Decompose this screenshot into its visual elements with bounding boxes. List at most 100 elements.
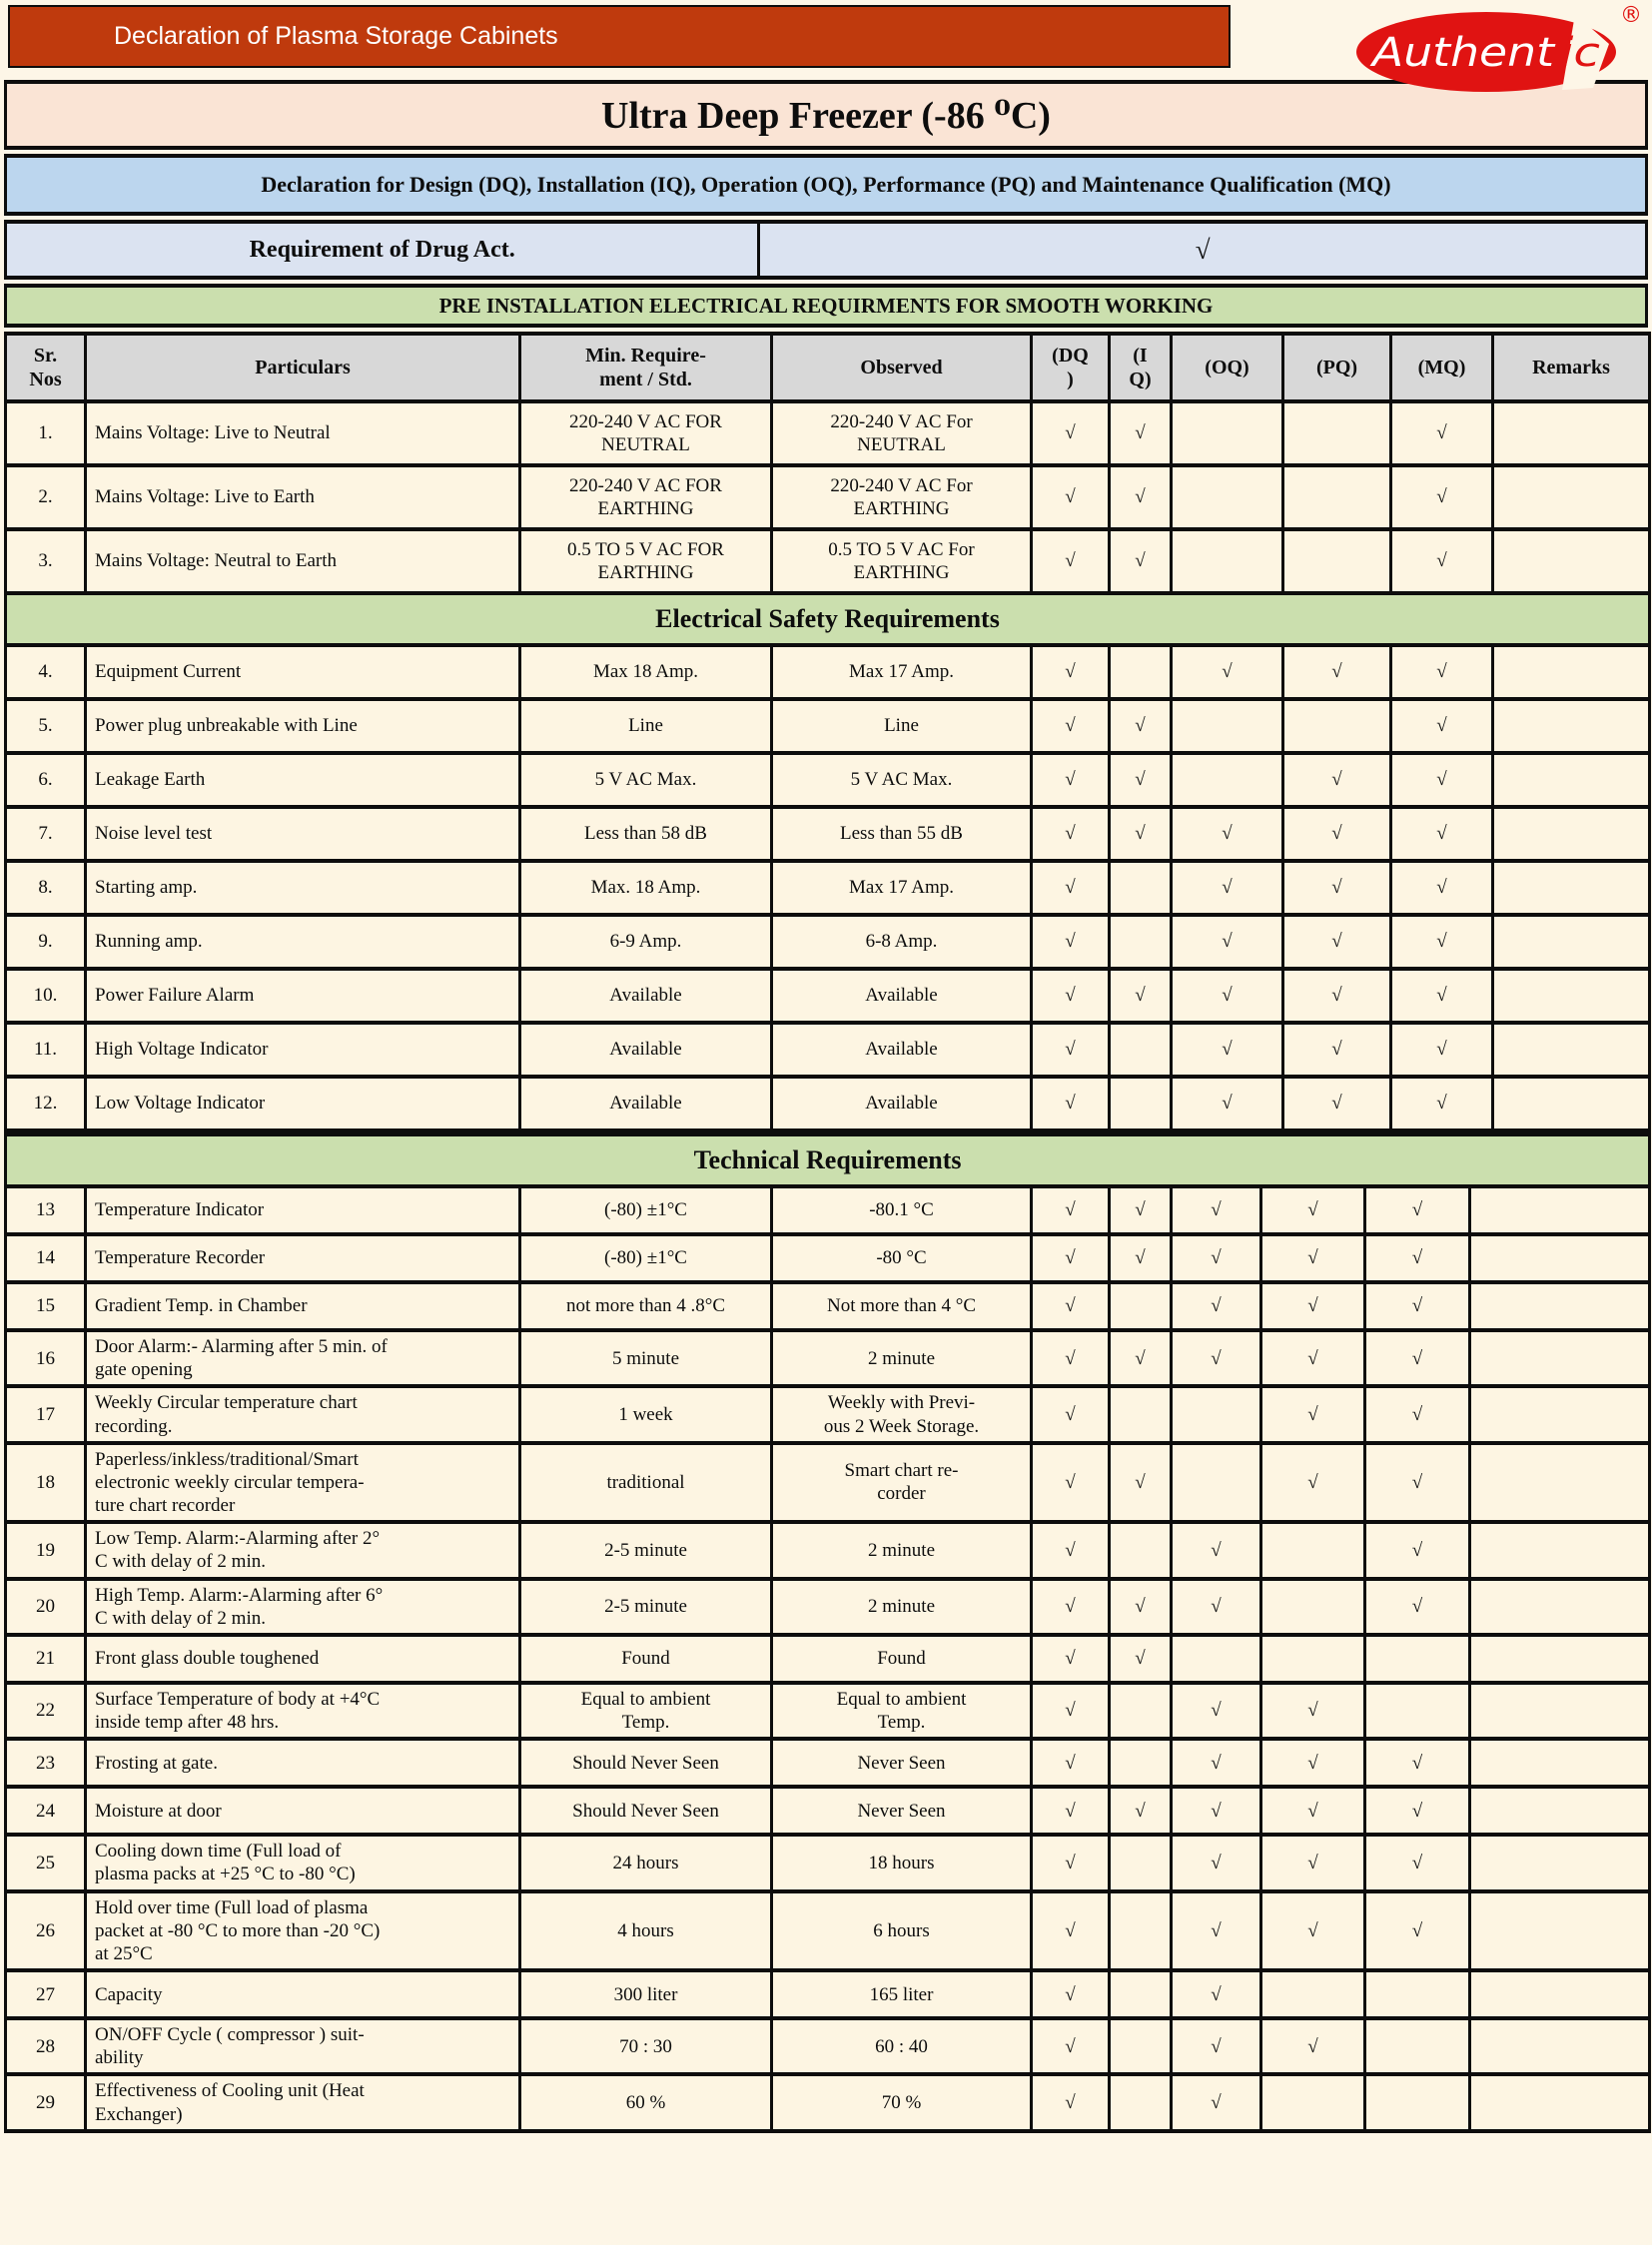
- cell-pq: √: [1259, 1384, 1366, 1445]
- cell-pq: √: [1281, 967, 1392, 1025]
- table-header-row: Sr. Nos Particulars Min. Require- ment /…: [4, 332, 1651, 403]
- cell-dq: √: [1030, 399, 1111, 467]
- cell-obs: 220-240 V AC For NEUTRAL: [770, 399, 1033, 467]
- cell-oq: √: [1170, 1021, 1284, 1079]
- cell-pq: √: [1259, 1833, 1366, 1893]
- drug-act-row: Requirement of Drug Act. √: [4, 220, 1648, 280]
- table-row: 13 Temperature Indicator (-80) ±1°C -80.1 °…: [4, 1184, 1652, 1236]
- cell-min: 5 V AC Max.: [518, 751, 773, 809]
- cell-mq: √: [1363, 1737, 1471, 1790]
- cell-mq: √: [1363, 1327, 1471, 1389]
- cell-pq: √: [1259, 1785, 1366, 1838]
- cell-particulars: Temperature Recorder: [84, 1232, 521, 1284]
- cell-mq: √: [1389, 697, 1494, 755]
- table-row: 2. Mains Voltage: Live to Earth 220-240 V …: [4, 463, 1651, 531]
- banner-title: Declaration of Plasma Storage Cabinets: [114, 22, 558, 50]
- cell-particulars: Capacity: [84, 1968, 521, 2021]
- cell-min: 4 hours: [518, 1888, 773, 1973]
- cell-iq: [1108, 859, 1173, 917]
- cell-oq: √: [1170, 1737, 1262, 1790]
- cell-remarks: [1467, 2072, 1652, 2133]
- cell-dq: √: [1030, 2016, 1111, 2077]
- cell-min: 1 week: [518, 1384, 773, 1445]
- cell-sr: 28: [4, 2016, 87, 2077]
- cell-pq: √: [1281, 805, 1392, 863]
- cell-obs: -80 °C: [770, 1232, 1033, 1284]
- cell-pq: √: [1259, 1888, 1366, 1973]
- cell-min: Should Never Seen: [518, 1737, 773, 1790]
- cell-obs: 70 %: [770, 2072, 1033, 2133]
- cell-particulars: ON/OFF Cycle ( compressor ) suit- abilit…: [84, 2016, 521, 2077]
- cell-obs: 6 hours: [770, 1888, 1033, 1973]
- table-row: 19 Low Temp. Alarm:-Alarming after 2° C w…: [4, 1520, 1652, 1581]
- cell-pq: √: [1281, 643, 1392, 701]
- cell-sr: 4.: [4, 643, 87, 701]
- cell-mq: √: [1363, 1888, 1471, 1973]
- cell-iq: [1108, 2072, 1173, 2133]
- cell-obs: 2 minute: [770, 1520, 1033, 1581]
- cell-dq: √: [1030, 1785, 1111, 1838]
- cell-iq: [1108, 1888, 1173, 1973]
- cell-min: (-80) ±1°C: [518, 1232, 773, 1284]
- section-electrical-safety: Electrical Safety Requirements: [4, 591, 1651, 647]
- cell-oq: [1170, 697, 1284, 755]
- cell-iq: √: [1108, 463, 1173, 531]
- cell-sr: 2.: [4, 463, 87, 531]
- table-row: 9. Running amp. 6-9 Amp. 6-8 Amp. √ √ √ √: [4, 913, 1651, 971]
- product-title-band: Ultra Deep Freezer (-86 ⁰C): [4, 80, 1648, 150]
- table-row: 5. Power plug unbreakable with Line Line Li…: [4, 697, 1651, 755]
- cell-remarks: [1491, 805, 1651, 863]
- cell-mq: [1363, 2072, 1471, 2133]
- cell-min: Available: [518, 967, 773, 1025]
- cell-mq: √: [1389, 805, 1494, 863]
- cell-oq: √: [1170, 1327, 1262, 1389]
- section-pre-installation-title: PRE INSTALLATION ELECTRICAL REQUIRMENTS …: [438, 293, 1214, 318]
- table-row: 22 Surface Temperature of body at +4°C in…: [4, 1680, 1652, 1742]
- cell-oq: √: [1170, 1520, 1262, 1581]
- drug-act-check: √: [1195, 234, 1211, 265]
- cell-sr: 3.: [4, 527, 87, 595]
- section-electrical-safety-title: Electrical Safety Requirements: [4, 591, 1651, 647]
- cell-oq: √: [1170, 1280, 1262, 1332]
- cell-pq: √: [1281, 859, 1392, 917]
- cell-iq: √: [1108, 1632, 1173, 1685]
- cell-mq: √: [1363, 1384, 1471, 1445]
- cell-oq: [1170, 463, 1284, 531]
- cell-oq: √: [1170, 1888, 1262, 1973]
- cell-iq: [1108, 1968, 1173, 2021]
- cell-obs: Equal to ambient Temp.: [770, 1680, 1033, 1742]
- cell-mq: √: [1363, 1576, 1471, 1637]
- cell-mq: √: [1363, 1785, 1471, 1838]
- cell-oq: √: [1170, 1968, 1262, 2021]
- cell-sr: 1.: [4, 399, 87, 467]
- cell-obs: 165 liter: [770, 1968, 1033, 2021]
- cell-particulars: Noise level test: [84, 805, 521, 863]
- top-bar: Declaration of Plasma Storage Cabinets A…: [0, 0, 1652, 92]
- cell-dq: √: [1030, 1632, 1111, 1685]
- cell-remarks: [1467, 1576, 1652, 1637]
- svg-text:ic: ic: [1560, 30, 1600, 76]
- cell-pq: √: [1259, 1680, 1366, 1742]
- cell-iq: [1108, 1280, 1173, 1332]
- cell-remarks: [1467, 1888, 1652, 1973]
- cell-particulars: Starting amp.: [84, 859, 521, 917]
- cell-dq: √: [1030, 1737, 1111, 1790]
- cell-particulars: Equipment Current: [84, 643, 521, 701]
- table-row: 1. Mains Voltage: Live to Neutral 220-240 …: [4, 399, 1651, 467]
- cell-iq: √: [1108, 697, 1173, 755]
- cell-sr: 14: [4, 1232, 87, 1284]
- cell-mq: [1363, 1632, 1471, 1685]
- cell-oq: √: [1170, 1680, 1262, 1742]
- cell-sr: 29: [4, 2072, 87, 2133]
- cell-sr: 6.: [4, 751, 87, 809]
- table-row: 14 Temperature Recorder (-80) ±1°C -80 °C √ √…: [4, 1232, 1652, 1284]
- cell-mq: √: [1363, 1833, 1471, 1893]
- cell-mq: √: [1389, 527, 1494, 595]
- cell-oq: [1170, 1632, 1262, 1685]
- cell-particulars: Mains Voltage: Live to Earth: [84, 463, 521, 531]
- cell-pq: √: [1259, 1327, 1366, 1389]
- cell-oq: √: [1170, 1576, 1262, 1637]
- cell-remarks: [1467, 1632, 1652, 1685]
- cell-dq: √: [1030, 697, 1111, 755]
- cell-pq: √: [1259, 1440, 1366, 1525]
